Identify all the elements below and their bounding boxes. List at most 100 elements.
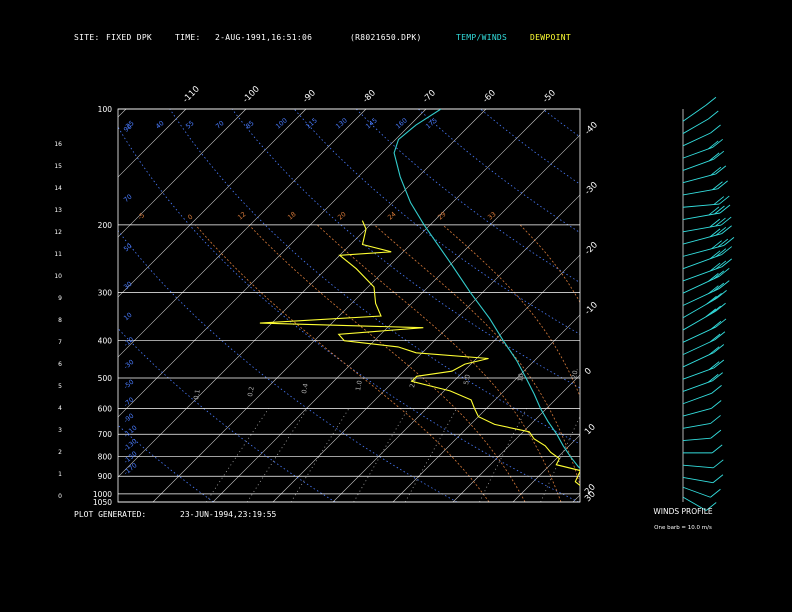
dry-adiabat-tick-label: -130 [122,437,138,453]
wind-barb-flag [708,346,720,356]
height-tick-label: 2 [58,449,62,456]
height-tick-label: 5 [58,383,62,390]
dry-adiabat-top-label: 25 [124,119,135,130]
wind-barb-flag [713,150,725,160]
dry-adiabat-line [293,109,580,335]
isotherm-tick-label: -20 [583,240,600,257]
isotherm-tick-label: -50 [541,88,558,105]
height-tick-label: 15 [54,163,62,170]
isotherm-line [118,109,487,478]
wind-barb-flag [708,285,719,295]
moist-adiabat-line [248,224,526,502]
wind-barb-flag [713,196,725,205]
wind-barb-shaft [682,118,709,134]
mixing-ratio-tick-label: 0.4 [300,383,310,395]
dry-adiabat-tick-label: 90 [122,122,133,133]
dry-adiabat-line [605,109,792,502]
isotherm-line [392,314,580,502]
dry-adiabat-line [729,109,792,502]
dewpoint-legend: DEWPOINT [530,33,571,42]
wind-barb-flag [718,267,730,277]
isotherm-tick-label: -60 [481,88,498,105]
wind-barb-flag [706,295,717,305]
wind-barb-shaft [682,188,718,196]
wind-barb-flag [709,218,721,228]
isotherm-line [633,109,792,502]
wind-barb-flag [710,429,722,439]
wind-barb-shaft [682,486,711,498]
dry-adiabat-top-label: 70 [214,119,225,130]
wind-barb-flag [708,110,719,120]
isotherm-line [272,194,580,502]
wind-barb-shaft [682,275,720,294]
isotherm-tick-label: -10 [583,300,600,317]
wind-profile-title: WINDS PROFILE [653,507,712,516]
isotherm-line [118,109,427,418]
moist-adiabat-line [317,224,562,502]
wind-barb-flag [708,152,720,162]
dry-adiabat-top-label: 145 [364,116,379,130]
site-value: FIXED DPK [106,33,153,42]
isotherm-tick-label: -40 [583,120,600,137]
mixing-ratio-line [353,408,409,502]
dry-adiabat-tick-label: -110 [122,424,138,440]
isotherm-tick-label: -90 [301,88,318,105]
wind-barb-flag [721,258,732,268]
isotherm-tick-label: 0 [583,366,594,377]
wind-barb-flag [721,246,732,255]
wind-barb-shaft [682,288,720,306]
dry-adiabat-tick-label: 30 [122,280,133,291]
wind-barb-flag [718,195,730,205]
moist-adiabat-tick-label: 12 [236,210,247,221]
dry-adiabat-top-label: 115 [304,116,319,130]
wind-barb-flag [714,331,726,341]
wind-barb-shaft [682,146,713,159]
wind-barb-flag [718,280,730,289]
wind-barb-shaft [682,367,714,380]
height-tick-label: 16 [54,141,62,148]
wind-barb-flag [708,206,720,216]
wind-barb-flag [715,302,726,312]
wind-barb-flag [715,165,727,175]
wind-barb-flag [710,305,721,315]
plot-generated-value: 23-JUN-1994,23:19:55 [180,510,277,519]
wind-barb-flag [715,217,726,227]
wind-barb-shaft [682,352,715,368]
isotherm-line [118,109,127,118]
dry-adiabat-tick-label: 50 [122,242,133,253]
wind-barb-shaft [682,326,717,343]
wind-barb-flag [715,318,727,328]
wind-barb-shaft [682,266,722,282]
isotherm-line [118,109,307,298]
wind-barb-flag [705,96,717,106]
wind-barb-flag [712,372,723,382]
isotherm-tick-label: -30 [583,180,600,197]
isotherm-line [693,109,792,502]
mixing-ratio-tick-label: 1.0 [354,380,364,392]
height-tick-label: 10 [54,273,62,280]
dry-adiabat-line [355,109,580,284]
isotherm-line [212,134,580,502]
mixing-ratio-tick-label: 5.0 [462,374,472,386]
wind-barb-flag [713,270,725,280]
mixing-ratio-line [404,408,458,502]
wind-barb-flag [710,166,722,176]
dry-adiabat-tick-label: 10 [122,311,133,322]
moist-adiabat-tick-label: -5 [136,211,146,221]
wind-barb-flag [713,282,725,292]
isotherm-line [332,254,580,502]
moist-adiabat-tick-label: 20 [336,210,347,221]
moist-adiabat-line [442,224,580,398]
wind-barb-flag [707,373,719,383]
height-tick-label: 3 [58,427,62,434]
wind-barb-shaft [682,496,707,511]
wind-barb-flag [709,262,721,272]
wind-barb-flag [712,474,724,484]
moist-adiabat-tick-label: 0 [186,213,194,222]
mixing-ratio-line [606,409,645,503]
pressure-tick-label: 100 [98,105,113,114]
height-tick-label: 4 [58,405,62,412]
isotherm-tick-label: -80 [361,88,378,105]
moist-adiabat-tick-label: 29 [436,210,447,221]
wind-barb-flag [712,138,723,148]
